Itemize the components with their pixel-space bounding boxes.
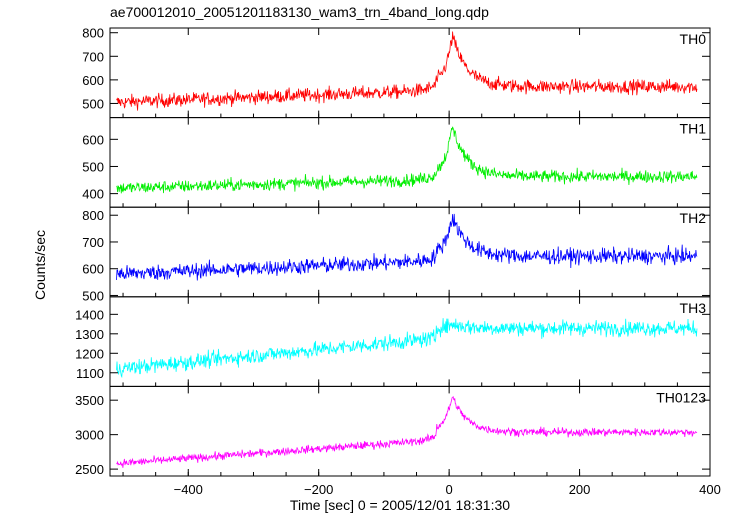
panel-frame	[109, 117, 711, 208]
y-tick-label: 400	[82, 187, 104, 202]
series-label-th3: TH3	[680, 300, 707, 316]
panel-frame	[109, 296, 711, 387]
x-axis-label: Time [sec] 0 = 2005/12/01 18:31:30	[290, 497, 510, 513]
y-tick-label: 1100	[76, 366, 104, 381]
series-line-th0	[116, 31, 698, 111]
x-tick-label: 400	[699, 482, 721, 497]
series-label-th1: TH1	[680, 121, 707, 137]
y-tick-label: 1300	[75, 327, 104, 342]
panel-th0123: 2500 3000 3500 TH0123	[75, 385, 711, 477]
x-tick-label: −400	[174, 482, 203, 497]
x-tick-label: −200	[304, 482, 333, 497]
y-tick-label: 1400	[75, 307, 104, 322]
y-axis-label: Counts/sec	[32, 230, 48, 300]
x-tick-label: 0	[446, 482, 453, 497]
y-tick-label: 500	[82, 288, 104, 303]
y-tick-label: 500	[82, 159, 104, 174]
panel-th3: 1100 1200 1300 1400 TH3	[75, 296, 711, 387]
series-line-th1	[116, 126, 698, 194]
panel-th0: 500 600 700 800 TH0	[82, 26, 711, 119]
y-tick-label: 2500	[75, 462, 104, 477]
y-tick-label: 600	[82, 73, 104, 88]
series-line-th3	[116, 318, 698, 379]
panel-th1: 400 500 600 TH1	[82, 117, 711, 208]
panel-frame	[109, 27, 711, 119]
y-tick-label: 3500	[75, 393, 104, 408]
y-tick-label: 600	[82, 262, 104, 277]
panel-th2: 500 600 700 800 TH2	[82, 206, 711, 303]
y-tick-label: 1200	[75, 346, 104, 361]
chart-title: ae700012010_20051201183130_wam3_trn_4ban…	[110, 4, 489, 20]
series-line-th2	[116, 213, 698, 281]
y-tick-label: 500	[82, 96, 104, 111]
x-tick-label: 200	[569, 482, 591, 497]
series-label-th0: TH0	[680, 31, 707, 47]
series-label-th2: TH2	[680, 210, 707, 226]
y-tick-label: 800	[82, 208, 104, 223]
y-tick-label: 800	[82, 26, 104, 41]
y-tick-label: 700	[82, 49, 104, 64]
y-tick-label: 600	[82, 132, 104, 147]
y-tick-label: 700	[82, 235, 104, 250]
panel-frame	[109, 385, 711, 477]
series-label-th0123: TH0123	[656, 389, 706, 405]
panels: 500 600 700 800 TH0 400 500 600 TH1 500 600 700 800 T…	[75, 26, 721, 497]
y-tick-label: 3000	[75, 428, 104, 443]
series-line-th0123	[116, 396, 698, 468]
